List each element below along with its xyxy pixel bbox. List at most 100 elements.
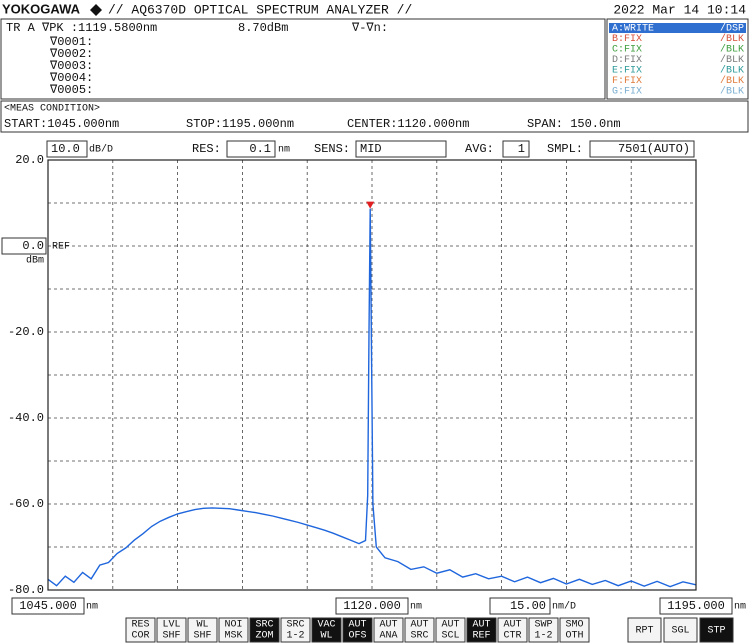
brand: YOKOGAWA	[2, 1, 81, 16]
button-label: SHF	[162, 631, 180, 642]
scale-value: 10.0	[51, 142, 80, 156]
button-label: SRC	[286, 620, 304, 631]
button-label: NOI	[224, 620, 242, 631]
meas-start: START:1045.000nm	[4, 117, 119, 131]
marker-entry: ∇0005:	[49, 83, 93, 97]
meas-stop: STOP:1195.000nm	[186, 117, 294, 131]
smpl-label: SMPL:	[547, 142, 583, 156]
meas-panel	[0, 100, 749, 133]
res-box	[226, 140, 276, 158]
avg-value: 1	[518, 142, 525, 156]
button-label: SGL	[671, 626, 689, 637]
button[interactable]	[404, 617, 435, 643]
button[interactable]	[249, 617, 280, 643]
sens-value: MID	[360, 142, 382, 156]
button-label: RPT	[635, 626, 653, 637]
ref-unit: dBm	[26, 255, 44, 267]
button-label: ZOM	[255, 631, 273, 642]
meas-span: SPAN: 150.0nm	[527, 117, 621, 131]
spectrum-trace	[47, 208, 697, 588]
y-tick-label: 0.0	[22, 239, 44, 253]
button-label: SHF	[193, 631, 211, 642]
trace-name: B:FIX	[612, 34, 642, 45]
button[interactable]	[528, 617, 559, 643]
x-tick-label: 1195.000	[667, 599, 725, 613]
button-label: SMO	[565, 620, 583, 631]
button-label: WL	[196, 620, 208, 631]
marker-panel	[0, 18, 606, 100]
button-label: CTR	[503, 631, 521, 642]
marker-entry: ∇0001:	[49, 35, 93, 49]
button-label: AUT	[348, 620, 366, 631]
button-label: REF	[472, 631, 490, 642]
sens-label: SENS:	[314, 142, 350, 156]
scale-unit: dB/D	[89, 144, 113, 156]
button-label: SRC	[255, 620, 273, 631]
button[interactable]	[280, 617, 311, 643]
button-label: SWP	[534, 620, 552, 631]
button[interactable]	[663, 617, 698, 643]
y-tick-label: 20.0	[15, 153, 44, 167]
button[interactable]	[435, 617, 466, 643]
button-label: AUT	[503, 620, 521, 631]
button[interactable]	[125, 617, 156, 643]
button[interactable]	[311, 617, 342, 643]
x-label-box	[659, 597, 733, 615]
button-label: AUT	[379, 620, 397, 631]
res-label: RES:	[192, 142, 221, 156]
trace-mode: /BLK	[720, 75, 744, 87]
button[interactable]	[156, 617, 187, 643]
button[interactable]	[466, 617, 497, 643]
button[interactable]	[699, 617, 734, 643]
trace-highlight	[609, 23, 746, 33]
trace-mode: /DSP	[720, 23, 744, 35]
screen-title: // AQ6370D OPTICAL SPECTRUM ANALYZER //	[108, 2, 412, 17]
button[interactable]	[559, 617, 590, 643]
ref-label: REF	[52, 242, 70, 253]
button-label: STP	[707, 626, 725, 637]
trace-mode: /BLK	[720, 33, 744, 45]
button-label: SCL	[441, 631, 459, 642]
button-label: AUT	[472, 620, 490, 631]
button[interactable]	[187, 617, 218, 643]
res-unit: nm	[278, 145, 290, 156]
button-label: SRC	[410, 631, 428, 642]
y-tick-label: -20.0	[8, 325, 44, 339]
x-unit: nm	[734, 602, 746, 613]
ref-box	[1, 237, 47, 255]
trace-name: A:WRITE	[612, 24, 654, 35]
xdiv-value: 15.00	[510, 599, 546, 613]
marker-delta: ∇-∇n:	[351, 21, 388, 35]
button[interactable]	[342, 617, 373, 643]
marker-entry: ∇0002:	[49, 47, 93, 61]
y-tick-label: -80.0	[8, 583, 44, 597]
button[interactable]	[373, 617, 404, 643]
trace-name: E:FIX	[612, 66, 642, 77]
datetime: 2022 Mar 14 10:14	[613, 2, 746, 17]
x-label-box	[11, 597, 85, 615]
trace-name: F:FIX	[612, 76, 642, 87]
button[interactable]	[627, 617, 662, 643]
y-tick-label: -40.0	[8, 411, 44, 425]
trace-name: G:FIX	[612, 87, 642, 98]
trace-name: C:FIX	[612, 45, 642, 56]
button-label: ANA	[379, 631, 397, 642]
button-label: MSK	[224, 631, 242, 642]
button-label: COR	[131, 631, 149, 642]
button[interactable]	[497, 617, 528, 643]
button[interactable]	[218, 617, 249, 643]
x-label-box	[335, 597, 409, 615]
xdiv-unit: nm/D	[552, 601, 576, 613]
button-label: AUT	[441, 620, 459, 631]
res-value: 0.1	[249, 142, 271, 156]
x-unit: nm	[410, 602, 422, 613]
smpl-box	[589, 140, 695, 158]
avg-box	[502, 140, 530, 158]
x-unit: nm	[86, 602, 98, 613]
button-label: LVL	[162, 620, 180, 631]
button-label: VAC	[317, 620, 335, 631]
x-tick-label: 1045.000	[19, 599, 77, 613]
marker-entry: ∇0003:	[49, 59, 93, 73]
marker-trace: TR A ∇PK :1119.5800nm	[6, 21, 157, 35]
trace-mode: /BLK	[720, 86, 744, 98]
